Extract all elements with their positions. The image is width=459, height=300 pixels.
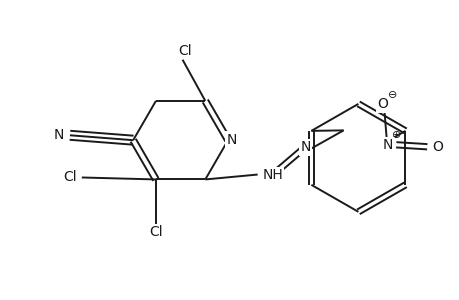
Text: N: N [382, 138, 392, 152]
Text: ⊖: ⊖ [387, 89, 397, 100]
Text: N: N [226, 133, 236, 147]
Text: O: O [377, 97, 388, 111]
Text: ⊕: ⊕ [392, 130, 401, 140]
Text: Cl: Cl [178, 44, 191, 58]
Text: NH: NH [262, 168, 282, 182]
Text: O: O [431, 140, 442, 154]
Text: Cl: Cl [149, 225, 163, 239]
Text: N: N [53, 128, 64, 142]
Text: N: N [300, 140, 310, 154]
Text: Cl: Cl [63, 170, 77, 184]
